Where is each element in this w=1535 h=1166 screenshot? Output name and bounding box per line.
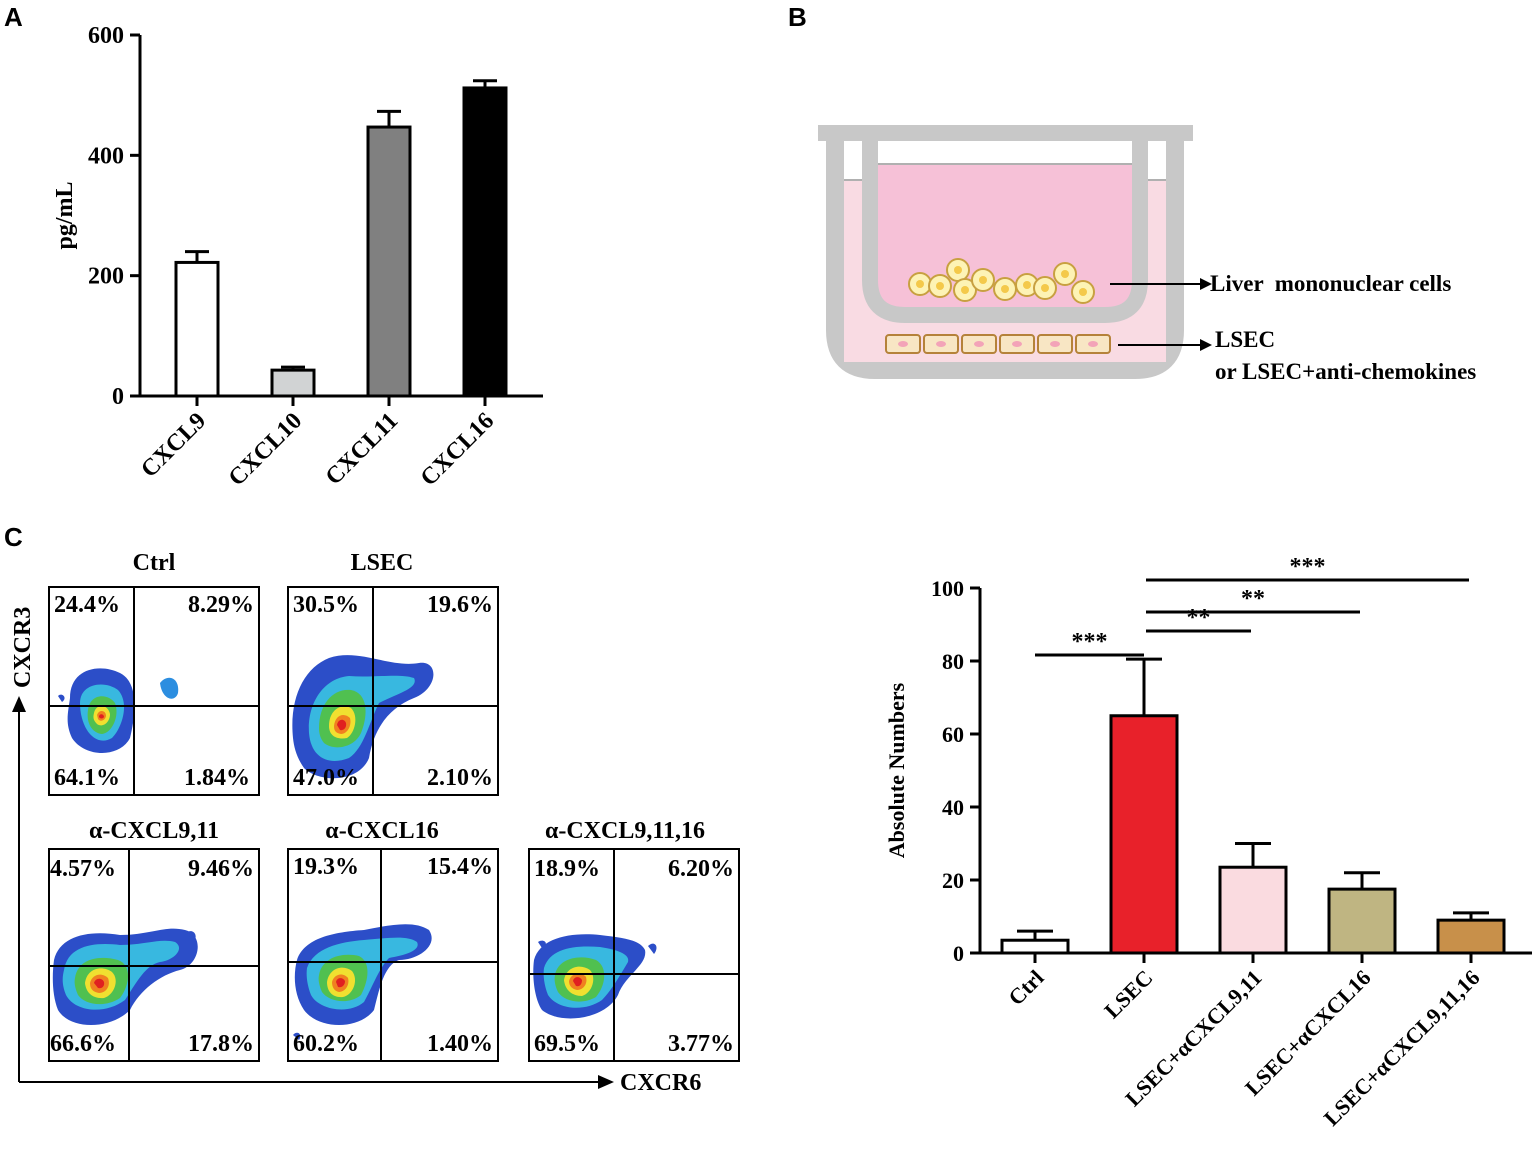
bar <box>1109 714 1179 955</box>
flow-a911-q-tr: 9.46% <box>188 856 254 882</box>
bar <box>174 260 220 398</box>
lsec-layer <box>885 334 1111 354</box>
flow-plot-acxcl9-11: 4.57% 9.46% 66.6% 17.8% <box>48 848 260 1062</box>
outer-well <box>826 141 1184 379</box>
y-tick-label: 0 <box>112 384 124 410</box>
flow-plot-acxcl16: 19.3% 15.4% 60.2% 1.40% <box>287 848 499 1062</box>
y-tick-label: 200 <box>88 264 124 290</box>
flow-a16-q-tr: 15.4% <box>427 854 493 880</box>
flow-ctrl-q-bl: 64.1% <box>54 765 120 791</box>
flow-title-acxcl9-11-16: α-CXCL9,11,16 <box>544 818 706 844</box>
flow-x-label: CXCR6 <box>620 1070 701 1096</box>
x-tick-label: CXCL16 <box>416 408 499 491</box>
flow-a91116-q-tl: 18.9% <box>534 856 600 882</box>
flow-axes: CXCR3 CXCR6 <box>10 607 701 1096</box>
flow-title-lsec: LSEC <box>350 550 414 576</box>
y-axis-label: pg/mL <box>52 181 78 249</box>
flow-title-acxcl9-11: α-CXCL9,11 <box>88 818 220 844</box>
y-tick-label: 400 <box>88 143 124 169</box>
significance-label: *** <box>1290 554 1326 580</box>
y-tick-label: 40 <box>942 795 964 820</box>
flow-a16-q-br: 1.40% <box>427 1031 493 1057</box>
x-tick-label: CXCL9 <box>136 408 211 483</box>
x-tick-label: Ctrl <box>1003 965 1048 1010</box>
bar <box>1218 865 1288 955</box>
arrow-right-icon <box>598 1075 614 1089</box>
density-plot <box>533 934 657 1019</box>
label-lsec: LSEC <box>1215 327 1275 352</box>
bar <box>462 86 508 398</box>
density-plot <box>52 928 198 1025</box>
flow-a91116-q-tr: 6.20% <box>668 856 734 882</box>
flow-ctrl-q-tl: 24.4% <box>54 592 120 618</box>
flow-plot-lsec: 30.5% 19.6% 47.0% 2.10% <box>287 586 499 796</box>
bar <box>1327 887 1397 955</box>
significance-label: ** <box>1241 586 1265 612</box>
arrow-up-icon <box>12 696 26 712</box>
panel-label-b: B <box>788 2 807 32</box>
flow-a911-q-bl: 66.6% <box>50 1031 116 1057</box>
x-tick-label: CXCL10 <box>224 408 307 491</box>
significance-label: ** <box>1187 605 1211 631</box>
flow-y-label: CXCR3 <box>10 607 36 688</box>
transwell-diagram: Liver mononuclear cells LSEC or LSEC+ant… <box>818 125 1476 384</box>
bar <box>270 368 316 398</box>
flow-title-acxcl16: α-CXCL16 <box>325 818 439 844</box>
flow-ctrl-q-tr: 8.29% <box>188 592 254 618</box>
bar <box>1000 938 1070 955</box>
flow-a91116-q-br: 3.77% <box>668 1031 734 1057</box>
significance-label: *** <box>1072 629 1108 655</box>
bar <box>366 125 412 398</box>
y-tick-label: 100 <box>931 576 964 601</box>
flow-a16-q-bl: 60.2% <box>293 1031 359 1057</box>
flow-plot-acxcl9-11-16: 18.9% 6.20% 69.5% 3.77% <box>528 848 740 1062</box>
flow-a911-q-tl: 4.57% <box>50 856 116 882</box>
flow-title-ctrl: Ctrl <box>132 550 176 576</box>
x-tick-label: CXCL11 <box>321 408 404 491</box>
flow-plot-ctrl: 24.4% 8.29% 64.1% 1.84% <box>48 586 260 796</box>
label-lsec-anti: or LSEC+anti-chemokines <box>1215 359 1476 384</box>
flow-a911-q-br: 17.8% <box>188 1031 254 1057</box>
flow-lsec-q-tl: 30.5% <box>293 592 359 618</box>
x-tick-label: LSEC <box>1099 965 1157 1023</box>
chart-a: 0 200 400 600 pg/mL CXCL9 CXCL10 CXCL11 CXCL16 <box>52 23 543 491</box>
flow-a16-q-tl: 19.3% <box>293 854 359 880</box>
flow-lsec-q-br: 2.10% <box>427 765 493 791</box>
density-plot <box>292 655 434 779</box>
y-tick-label: 0 <box>953 941 964 966</box>
label-cells: Liver mononuclear cells <box>1210 271 1451 296</box>
mononuclear-cells <box>908 258 1095 304</box>
flow-a91116-q-bl: 69.5% <box>534 1031 600 1057</box>
density-plot <box>58 668 179 753</box>
density-plot <box>293 924 432 1040</box>
y-tick-label: 20 <box>942 868 964 893</box>
y-tick-label: 60 <box>942 722 964 747</box>
y-axis-label: Absolute Numbers <box>884 682 909 858</box>
y-tick-label: 80 <box>942 649 964 674</box>
panel-label-a: A <box>4 2 23 32</box>
y-tick-label: 600 <box>88 23 124 49</box>
flow-ctrl-q-br: 1.84% <box>184 765 250 791</box>
panel-label-c: C <box>4 522 23 552</box>
flow-lsec-q-bl: 47.0% <box>293 765 359 791</box>
flow-lsec-q-tr: 19.6% <box>427 592 493 618</box>
bar <box>1436 918 1506 955</box>
well-rim <box>818 125 1193 141</box>
